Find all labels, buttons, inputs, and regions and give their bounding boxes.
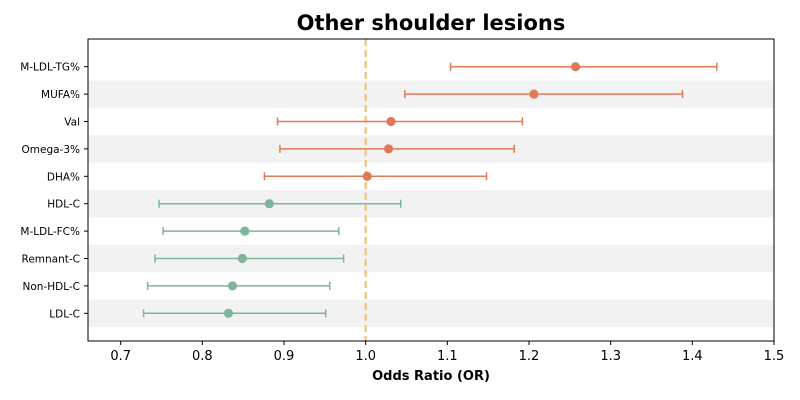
x-tick-label: 1.3 <box>600 349 621 364</box>
y-tick-label: MUFA% <box>41 89 80 101</box>
forest-row <box>158 199 402 209</box>
forest-row <box>276 116 524 127</box>
y-tick-label: Omega-3% <box>22 144 81 156</box>
forest-row <box>404 89 684 99</box>
forest-row <box>142 308 327 318</box>
y-tick-label: DHA% <box>47 171 80 183</box>
forest-row <box>146 281 331 291</box>
y-tick-label: Remnant-C <box>22 254 81 266</box>
x-tick-label: 1.5 <box>764 349 785 364</box>
x-axis-label: Odds Ratio (OR) <box>372 369 490 384</box>
forest-row <box>449 62 718 72</box>
odds-ratio-point <box>529 89 539 99</box>
odds-ratio-point <box>223 308 234 318</box>
y-tick-label: M-LDL-TG% <box>20 62 80 74</box>
odds-ratio-point <box>362 171 372 181</box>
y-axis: M-LDL-TG% MUFA% Val Omega-3% DHA% HDL-C M-LDL-… <box>20 62 88 320</box>
chart-title: Other shoulder lesions <box>297 11 566 35</box>
odds-ratio-point <box>240 226 250 236</box>
forest-row <box>154 253 345 264</box>
x-tick-label: 1.0 <box>355 349 376 364</box>
x-axis: 0.7 0.8 0.9 1.0 1.1 1.2 1.3 1.4 1.5 <box>110 341 784 364</box>
y-tick-label: M-LDL-FC% <box>20 226 80 238</box>
forest-row <box>263 171 488 181</box>
y-tick-label: LDL-C <box>49 308 80 320</box>
confidence-intervals <box>142 62 718 318</box>
odds-ratio-point <box>386 116 396 127</box>
x-tick-label: 1.4 <box>682 349 703 364</box>
x-tick-label: 0.7 <box>110 349 131 364</box>
odds-ratio-point <box>383 144 394 154</box>
x-tick-label: 1.1 <box>437 349 458 364</box>
forest-row <box>162 226 340 236</box>
odds-ratio-point <box>570 62 581 72</box>
y-tick-label: HDL-C <box>47 199 80 211</box>
odds-ratio-point <box>264 199 274 209</box>
plot-frame <box>87 38 775 342</box>
x-tick-label: 0.9 <box>274 349 295 364</box>
x-tick-label: 1.2 <box>519 349 540 364</box>
forest-row <box>279 144 516 154</box>
y-tick-label: Val <box>64 117 80 129</box>
odds-ratio-point <box>237 253 247 264</box>
y-tick-label: Non-HDL-C <box>23 281 81 293</box>
odds-ratio-point <box>227 281 238 291</box>
x-tick-label: 0.8 <box>192 349 213 364</box>
